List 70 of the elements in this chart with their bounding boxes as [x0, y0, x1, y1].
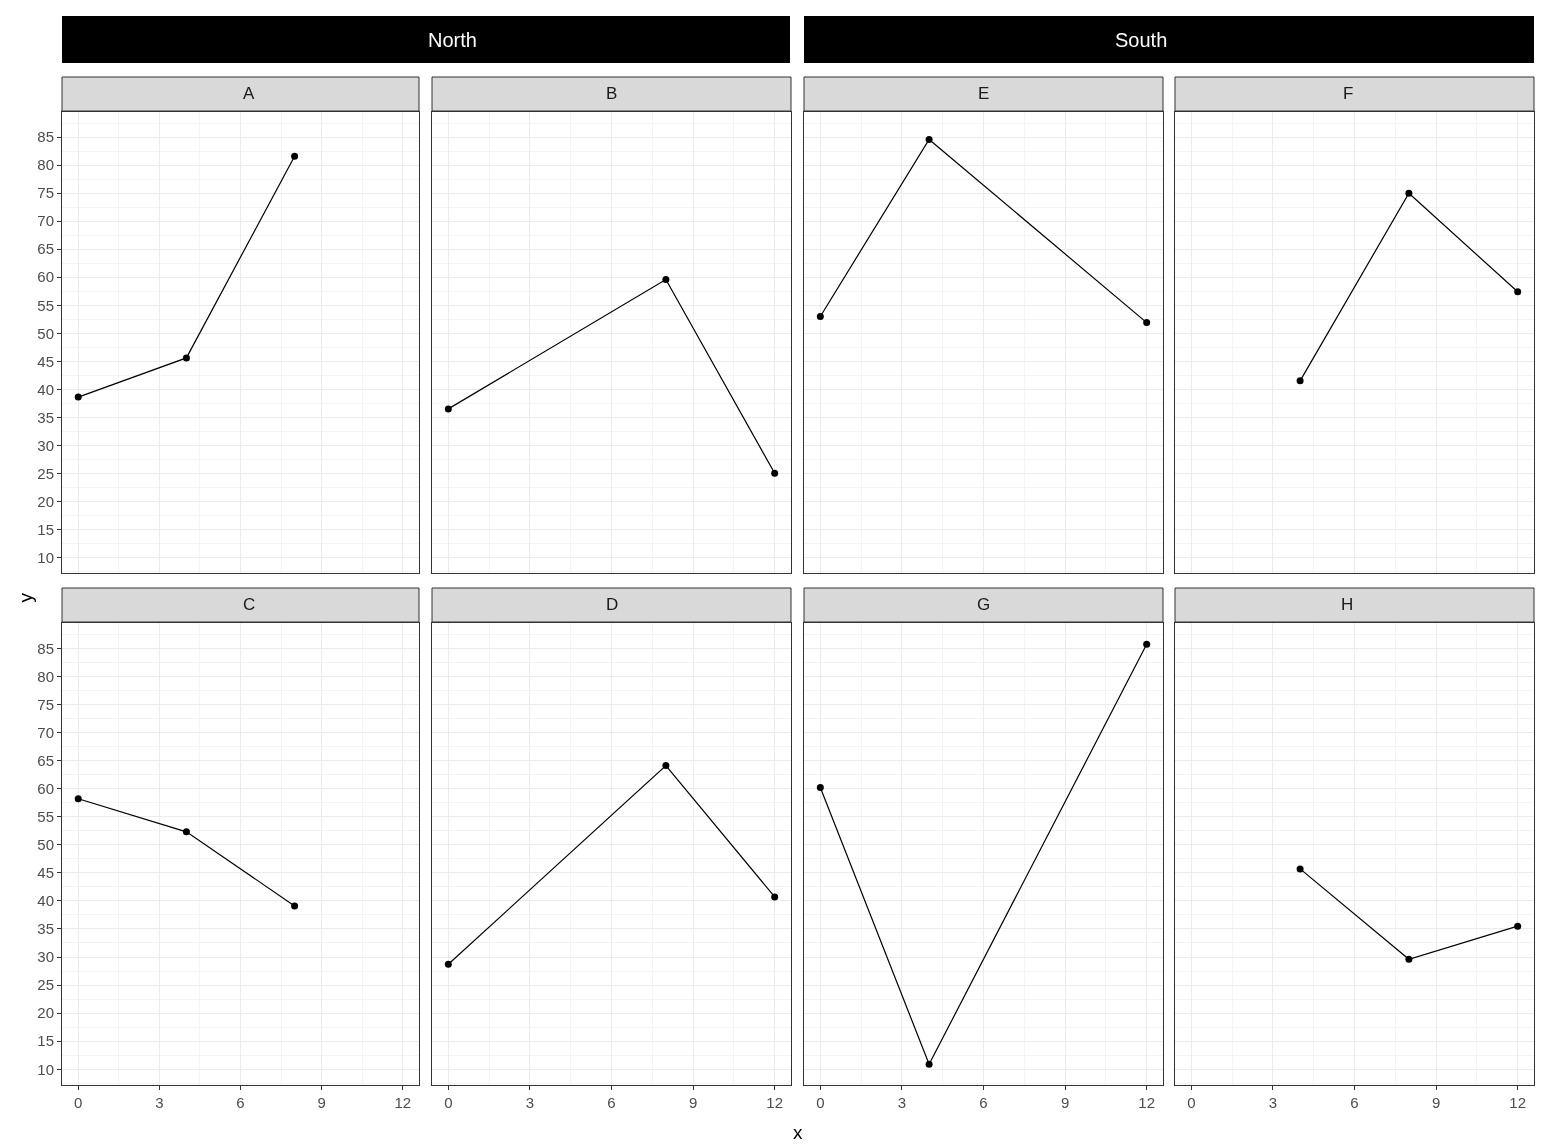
- y-tick-label: 70: [37, 723, 54, 741]
- point: [74, 393, 82, 401]
- text: x: [793, 1122, 803, 1143]
- y-tick-label: 30: [37, 948, 54, 966]
- y-tick-label: 15: [37, 520, 54, 538]
- x-tick-label: 9: [688, 1094, 698, 1111]
- y-tick-label: 65: [37, 751, 54, 769]
- x-tick-label: 12: [394, 1094, 412, 1111]
- y-tick-label: 70: [37, 212, 54, 230]
- chart-title: D: [606, 595, 619, 614]
- point: [291, 152, 299, 160]
- y-tick-label: 60: [37, 268, 54, 286]
- x-tick-label: 0: [444, 1094, 453, 1111]
- x-tick-label: 0: [816, 1094, 825, 1111]
- y-tick-label: 25: [37, 976, 54, 994]
- point: [74, 795, 82, 803]
- y-tick-label: 45: [37, 352, 54, 370]
- y-tick-label: 45: [37, 864, 54, 882]
- x-tick-label: 9: [1060, 1094, 1070, 1111]
- point: [182, 828, 190, 836]
- y-tick-label: 30: [37, 436, 54, 454]
- y-tick-label: 85: [37, 639, 54, 657]
- y-tick-label: 50: [37, 835, 54, 853]
- text: North: [428, 29, 477, 51]
- y-tick-label: 85: [37, 128, 54, 146]
- chart-title: A: [243, 84, 255, 103]
- x-tick-label: 6: [236, 1094, 245, 1111]
- x-tick-label: 12: [1509, 1094, 1527, 1111]
- text: y: [14, 592, 36, 603]
- y-tick-label: 75: [37, 695, 54, 713]
- x-tick-label: 12: [1138, 1094, 1156, 1111]
- y-tick-label: 10: [37, 1060, 54, 1078]
- chart-title: H: [1341, 595, 1354, 614]
- x-tick-label: 0: [1187, 1094, 1196, 1111]
- x-tick-label: 9: [317, 1094, 326, 1111]
- chart-title: G: [977, 595, 991, 614]
- y-tick-label: 55: [37, 807, 54, 825]
- y-tick-label: 35: [37, 408, 54, 426]
- x-tick-label: 3: [1268, 1094, 1278, 1111]
- x-tick-label: 3: [897, 1094, 907, 1111]
- x-tick-label: 12: [766, 1094, 784, 1111]
- chart-title: F: [1343, 84, 1354, 103]
- chart-title: C: [243, 595, 256, 614]
- x-tick-label: 6: [1350, 1094, 1359, 1111]
- y-tick-label: 50: [37, 324, 54, 342]
- point: [182, 354, 190, 362]
- chart-title: B: [606, 84, 618, 103]
- y-tick-label: 80: [37, 156, 54, 174]
- text: South: [1115, 29, 1168, 51]
- y-tick-label: 65: [37, 240, 54, 258]
- point: [291, 902, 299, 910]
- y-tick-label: 40: [37, 380, 54, 398]
- y-tick-label: 60: [37, 779, 54, 797]
- x-tick-label: 6: [607, 1094, 616, 1111]
- x-tick-label: 9: [1431, 1094, 1441, 1111]
- y-tick-label: 15: [37, 1032, 54, 1050]
- y-tick-label: 10: [37, 548, 54, 566]
- y-tick-label: 40: [37, 892, 54, 910]
- x-tick-label: 6: [979, 1094, 988, 1111]
- y-tick-label: 75: [37, 184, 54, 202]
- y-tick-label: 20: [37, 1004, 54, 1022]
- x-tick-label: 0: [74, 1094, 83, 1111]
- y-tick-label: 20: [37, 492, 54, 510]
- y-tick-label: 35: [37, 920, 54, 938]
- y-tick-label: 25: [37, 464, 54, 482]
- x-tick-label: 3: [525, 1094, 535, 1111]
- y-tick-label: 55: [37, 296, 54, 314]
- x-tick-label: 3: [155, 1094, 164, 1111]
- y-tick-label: 80: [37, 667, 54, 685]
- chart-title: E: [978, 84, 990, 103]
